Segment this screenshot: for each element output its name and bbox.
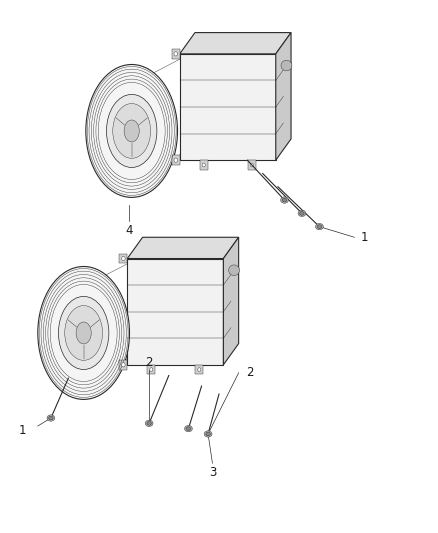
Polygon shape [276, 33, 291, 160]
Ellipse shape [122, 256, 125, 261]
Ellipse shape [76, 322, 91, 344]
Ellipse shape [145, 420, 153, 426]
Polygon shape [195, 365, 203, 374]
Polygon shape [223, 237, 239, 365]
Ellipse shape [315, 223, 323, 230]
Ellipse shape [250, 163, 253, 167]
Ellipse shape [124, 120, 139, 142]
Polygon shape [172, 49, 180, 59]
Ellipse shape [150, 368, 153, 372]
Ellipse shape [113, 103, 151, 158]
Text: 1: 1 [19, 424, 26, 437]
Ellipse shape [317, 225, 321, 229]
Ellipse shape [58, 296, 109, 369]
Polygon shape [180, 33, 291, 54]
Ellipse shape [49, 416, 53, 420]
Polygon shape [148, 365, 155, 374]
Polygon shape [180, 54, 276, 160]
Ellipse shape [281, 60, 292, 71]
Text: 4: 4 [126, 224, 133, 237]
Ellipse shape [186, 427, 191, 431]
Ellipse shape [47, 415, 55, 421]
Polygon shape [127, 259, 223, 365]
Ellipse shape [184, 425, 192, 432]
Polygon shape [127, 237, 239, 259]
Polygon shape [120, 360, 127, 369]
Ellipse shape [229, 265, 240, 276]
Ellipse shape [298, 210, 306, 216]
Text: 1: 1 [360, 231, 368, 244]
Ellipse shape [86, 64, 177, 197]
Ellipse shape [65, 305, 102, 360]
Ellipse shape [198, 368, 201, 372]
Ellipse shape [206, 432, 210, 436]
Ellipse shape [202, 163, 205, 167]
Text: 3: 3 [209, 466, 216, 479]
Ellipse shape [38, 266, 130, 399]
Ellipse shape [300, 212, 304, 215]
Ellipse shape [204, 431, 212, 437]
Text: 2: 2 [246, 366, 253, 379]
Ellipse shape [122, 362, 125, 367]
Text: 2: 2 [145, 356, 153, 369]
Ellipse shape [174, 158, 177, 163]
Polygon shape [172, 156, 180, 165]
Polygon shape [120, 254, 127, 263]
Polygon shape [200, 160, 208, 169]
Polygon shape [248, 160, 256, 169]
Ellipse shape [281, 197, 288, 203]
Ellipse shape [106, 94, 157, 167]
Ellipse shape [174, 52, 177, 56]
Ellipse shape [283, 198, 287, 202]
Ellipse shape [147, 422, 151, 425]
